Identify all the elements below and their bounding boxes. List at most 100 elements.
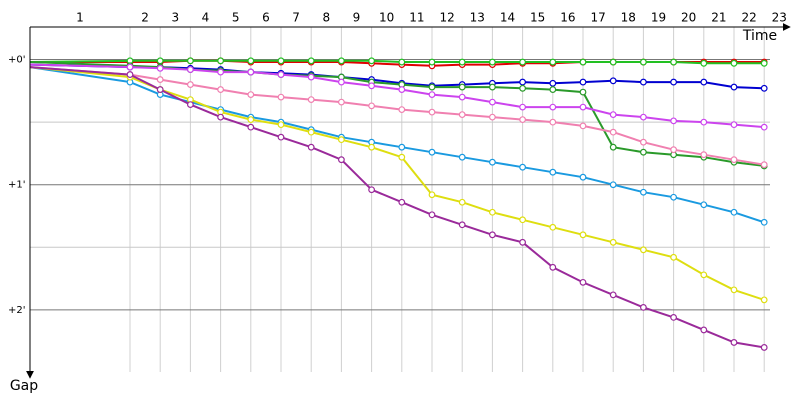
point: [640, 188, 647, 196]
point: [609, 77, 617, 85]
point: [156, 57, 164, 65]
point: [609, 238, 617, 246]
lap-label: 15: [530, 11, 545, 25]
point: [277, 93, 285, 101]
point: [398, 153, 406, 161]
point: [549, 79, 557, 87]
series-line: [29, 66, 765, 301]
point: [549, 223, 557, 231]
point: [700, 201, 708, 209]
point: [640, 78, 647, 86]
point: [428, 211, 436, 219]
point: [186, 66, 194, 73]
series-line: [29, 63, 765, 129]
point: [368, 186, 376, 194]
point: [519, 116, 526, 124]
point: [458, 111, 466, 119]
point: [489, 158, 496, 166]
lap-label: 22: [741, 11, 756, 25]
point: [519, 58, 526, 66]
point: [247, 123, 255, 131]
point: [670, 58, 677, 66]
point: [489, 83, 496, 91]
point: [156, 64, 164, 72]
lap-label: 2: [141, 11, 149, 25]
point: [700, 78, 708, 86]
series-line: [29, 61, 765, 167]
lap-label: 9: [353, 11, 361, 25]
point: [458, 221, 466, 229]
point: [640, 138, 647, 146]
point: [609, 143, 617, 151]
point: [730, 83, 738, 91]
lap-label: 3: [171, 11, 179, 25]
point: [549, 168, 557, 176]
point: [428, 148, 436, 156]
point: [700, 118, 708, 126]
lap-label: 12: [439, 11, 454, 25]
point: [670, 146, 677, 154]
point: [670, 117, 677, 125]
lap-label: 21: [711, 11, 726, 25]
point: [549, 103, 557, 111]
point: [640, 246, 647, 254]
point: [217, 57, 225, 65]
point: [730, 59, 738, 67]
point: [368, 143, 376, 151]
point: [579, 278, 587, 286]
lap-label: 6: [262, 11, 270, 25]
point: [186, 57, 194, 65]
point: [640, 58, 647, 66]
point: [217, 68, 225, 76]
point: [458, 93, 466, 101]
y-axis-label: Gap: [10, 378, 38, 394]
point: [700, 151, 708, 159]
point: [670, 78, 677, 86]
point: [368, 57, 376, 65]
point: [609, 128, 617, 136]
point: [609, 111, 617, 119]
point: [489, 208, 496, 216]
point: [579, 88, 587, 96]
point: [640, 113, 647, 121]
point: [549, 58, 557, 66]
point: [338, 156, 345, 164]
point: [368, 102, 376, 110]
point: [156, 86, 164, 93]
point: [519, 78, 526, 86]
y-tick-label: +0': [8, 55, 26, 66]
point: [307, 96, 315, 104]
point: [519, 216, 526, 224]
point: [126, 63, 134, 71]
point: [760, 59, 768, 67]
point: [670, 314, 677, 321]
point: [579, 58, 587, 66]
lap-label: 4: [202, 11, 210, 25]
point: [398, 106, 406, 114]
point: [307, 143, 315, 151]
point: [307, 57, 315, 65]
lap-label: 10: [379, 11, 394, 25]
point: [579, 103, 587, 111]
point: [428, 91, 436, 98]
point: [277, 57, 285, 65]
point: [277, 133, 285, 141]
point: [519, 103, 526, 111]
point: [579, 122, 587, 130]
point: [428, 108, 436, 116]
lap-label: 19: [651, 11, 666, 25]
point: [700, 326, 708, 334]
y-tick-label: +1': [8, 180, 26, 191]
point: [549, 118, 557, 126]
point: [519, 84, 526, 92]
lap-label: 8: [322, 11, 330, 25]
point: [156, 76, 164, 83]
point: [247, 68, 255, 76]
point: [579, 231, 587, 239]
point: [670, 253, 677, 261]
point: [126, 71, 134, 78]
point: [398, 143, 406, 151]
point: [730, 286, 738, 294]
x-axis-label: Time: [742, 28, 777, 44]
point: [700, 59, 708, 67]
